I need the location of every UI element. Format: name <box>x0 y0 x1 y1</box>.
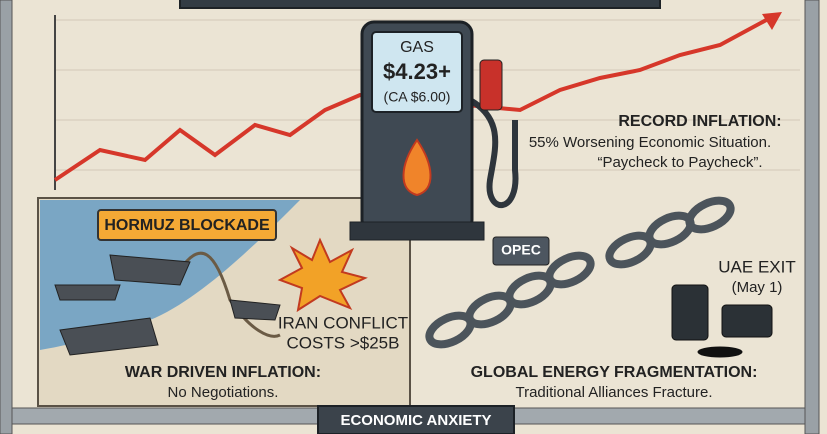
war-subtitle: No Negotiations. <box>168 384 279 401</box>
exit-line: UAE EXIT <box>718 257 795 276</box>
pipe <box>805 0 819 434</box>
war-title: WAR DRIVEN INFLATION: <box>125 364 321 381</box>
inflation-title: RECORD INFLATION: <box>618 113 781 130</box>
top-banner <box>180 0 660 8</box>
pump-label: GAS <box>400 39 434 56</box>
opec-label: OPEC <box>501 242 541 258</box>
blockade-label: HORMUZ BLOCKADE <box>104 217 270 234</box>
inflation-line: 55% Worsening Economic Situation. <box>529 134 771 151</box>
inflation-line: “Paycheck to Paycheck”. <box>597 154 762 171</box>
nozzle <box>480 60 502 110</box>
energy-subtitle: Traditional Alliances Fracture. <box>515 384 712 401</box>
footer-label: ECONOMIC ANXIETY <box>340 412 491 429</box>
costs-line: IRAN CONFLICT <box>278 313 408 332</box>
costs-line: COSTS >$25B <box>287 333 400 352</box>
exit-line: (May 1) <box>732 279 783 296</box>
pump-price: $4.23+ <box>383 59 451 84</box>
infographic: HORMUZ BLOCKADE IRAN CONFLICT COSTS >$25… <box>0 0 827 434</box>
energy-title: GLOBAL ENERGY FRAGMENTATION: <box>471 364 758 381</box>
pump-base <box>350 222 484 240</box>
pump-note: (CA $6.00) <box>384 89 451 105</box>
pipe <box>0 0 12 434</box>
